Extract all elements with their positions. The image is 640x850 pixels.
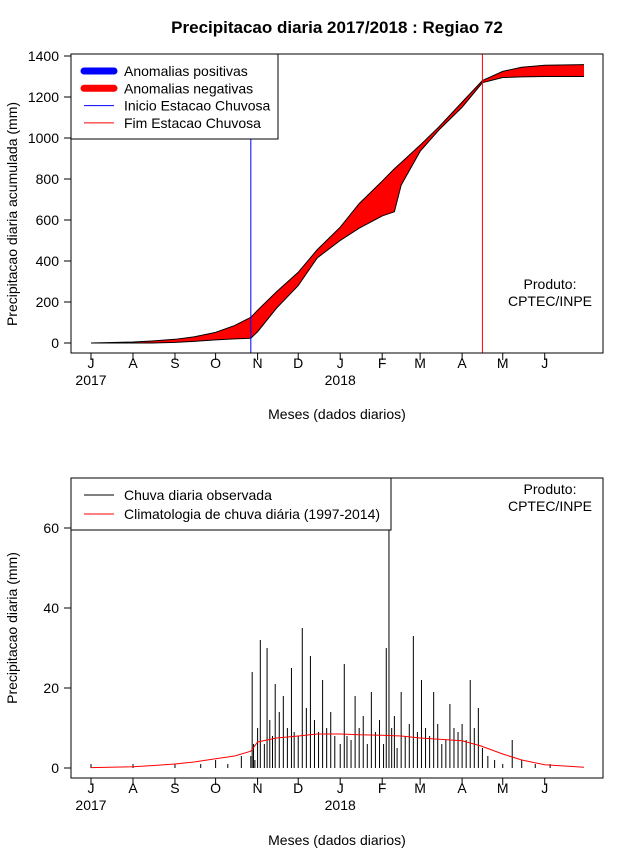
top-product-line2: CPTEC/INPE [508, 293, 592, 309]
top-plot-frame [70, 53, 604, 354]
bottom-ytick-label: 0 [51, 760, 59, 776]
bottom-xlabel: Meses (dados diarios) [268, 832, 406, 848]
top-xlabel: Meses (dados diarios) [268, 406, 406, 422]
top-ytick-label: 1400 [28, 48, 59, 64]
bottom-xtick-label: O [210, 780, 221, 796]
top-year-label: 2018 [325, 372, 356, 388]
bottom-xtick-label: J [337, 780, 344, 796]
top-xtick-label: A [128, 355, 138, 371]
top-legend-label: Anomalias negativas [124, 80, 253, 96]
bottom-xtick-label: F [378, 780, 387, 796]
bottom-year-label: 2018 [325, 797, 356, 813]
top-ytick-label: 1200 [28, 89, 59, 105]
bottom-climatology [90, 733, 585, 769]
bottom-ytick-label: 20 [43, 680, 59, 696]
bottom-product-line2: CPTEC/INPE [508, 498, 592, 514]
top-xtick-label: M [497, 355, 509, 371]
top-ytick-label: 1000 [28, 130, 59, 146]
top-ytick-label: 400 [36, 253, 60, 269]
bottom-xtick-label: M [497, 780, 509, 796]
top-xtick-label: A [457, 355, 467, 371]
bottom-legend-label: Climatologia de chuva diária (1997-2014) [124, 506, 380, 522]
bottom-xtick-label: D [293, 780, 303, 796]
bottom-legend: Chuva diaria observada Climatologia de ch… [70, 477, 392, 531]
bottom-ylabel: Precipitacao diaria (mm) [4, 552, 20, 704]
top-xtick-label: S [170, 355, 179, 371]
top-xtick-label: D [293, 355, 303, 371]
top-legend-label: Inicio Estacao Chuvosa [124, 98, 271, 114]
top-ylabel: Precipitacao diaria acumulada (mm) [4, 102, 20, 326]
bottom-xtick-label: N [253, 780, 263, 796]
bottom-xtick-label: S [170, 780, 179, 796]
top-legend-label: Anomalias positivas [124, 63, 248, 79]
top-ytick-label: 600 [36, 212, 60, 228]
bottom-ytick-label: 40 [43, 600, 59, 616]
bottom-xtick-label: J [88, 780, 95, 796]
bottom-product-line1: Produto: [524, 481, 577, 497]
top-xtick-label: J [337, 355, 344, 371]
bottom-xtick-label: J [541, 780, 548, 796]
top-xtick-label: J [88, 355, 95, 371]
top-year-label: 2017 [75, 372, 106, 388]
top-ytick-label: 200 [36, 294, 60, 310]
bottom-xtick-label: M [414, 780, 426, 796]
top-legend-label: Fim Estacao Chuvosa [124, 115, 261, 131]
top-xtick-label: O [210, 355, 221, 371]
bottom-bars [90, 516, 551, 768]
bottom-legend-box [70, 477, 392, 531]
top-ytick-label: 800 [36, 171, 60, 187]
top-ytick-label: 0 [51, 335, 59, 351]
top-xtick-label: F [378, 355, 387, 371]
bottom-xtick-label: A [128, 780, 138, 796]
top-product-line1: Produto: [524, 276, 577, 292]
bottom-ytick-label: 60 [43, 520, 59, 536]
top-xtick-label: N [253, 355, 263, 371]
chart-title: Precipitacao diaria 2017/2018 : Regiao 7… [171, 18, 503, 37]
climatology-daily-line [90, 733, 585, 769]
bottom-xtick-label: A [457, 780, 467, 796]
bottom-year-label: 2017 [75, 797, 106, 813]
top-xtick-label: J [541, 355, 548, 371]
top-xtick-label: M [414, 355, 426, 371]
bottom-legend-label: Chuva diaria observada [124, 487, 272, 503]
